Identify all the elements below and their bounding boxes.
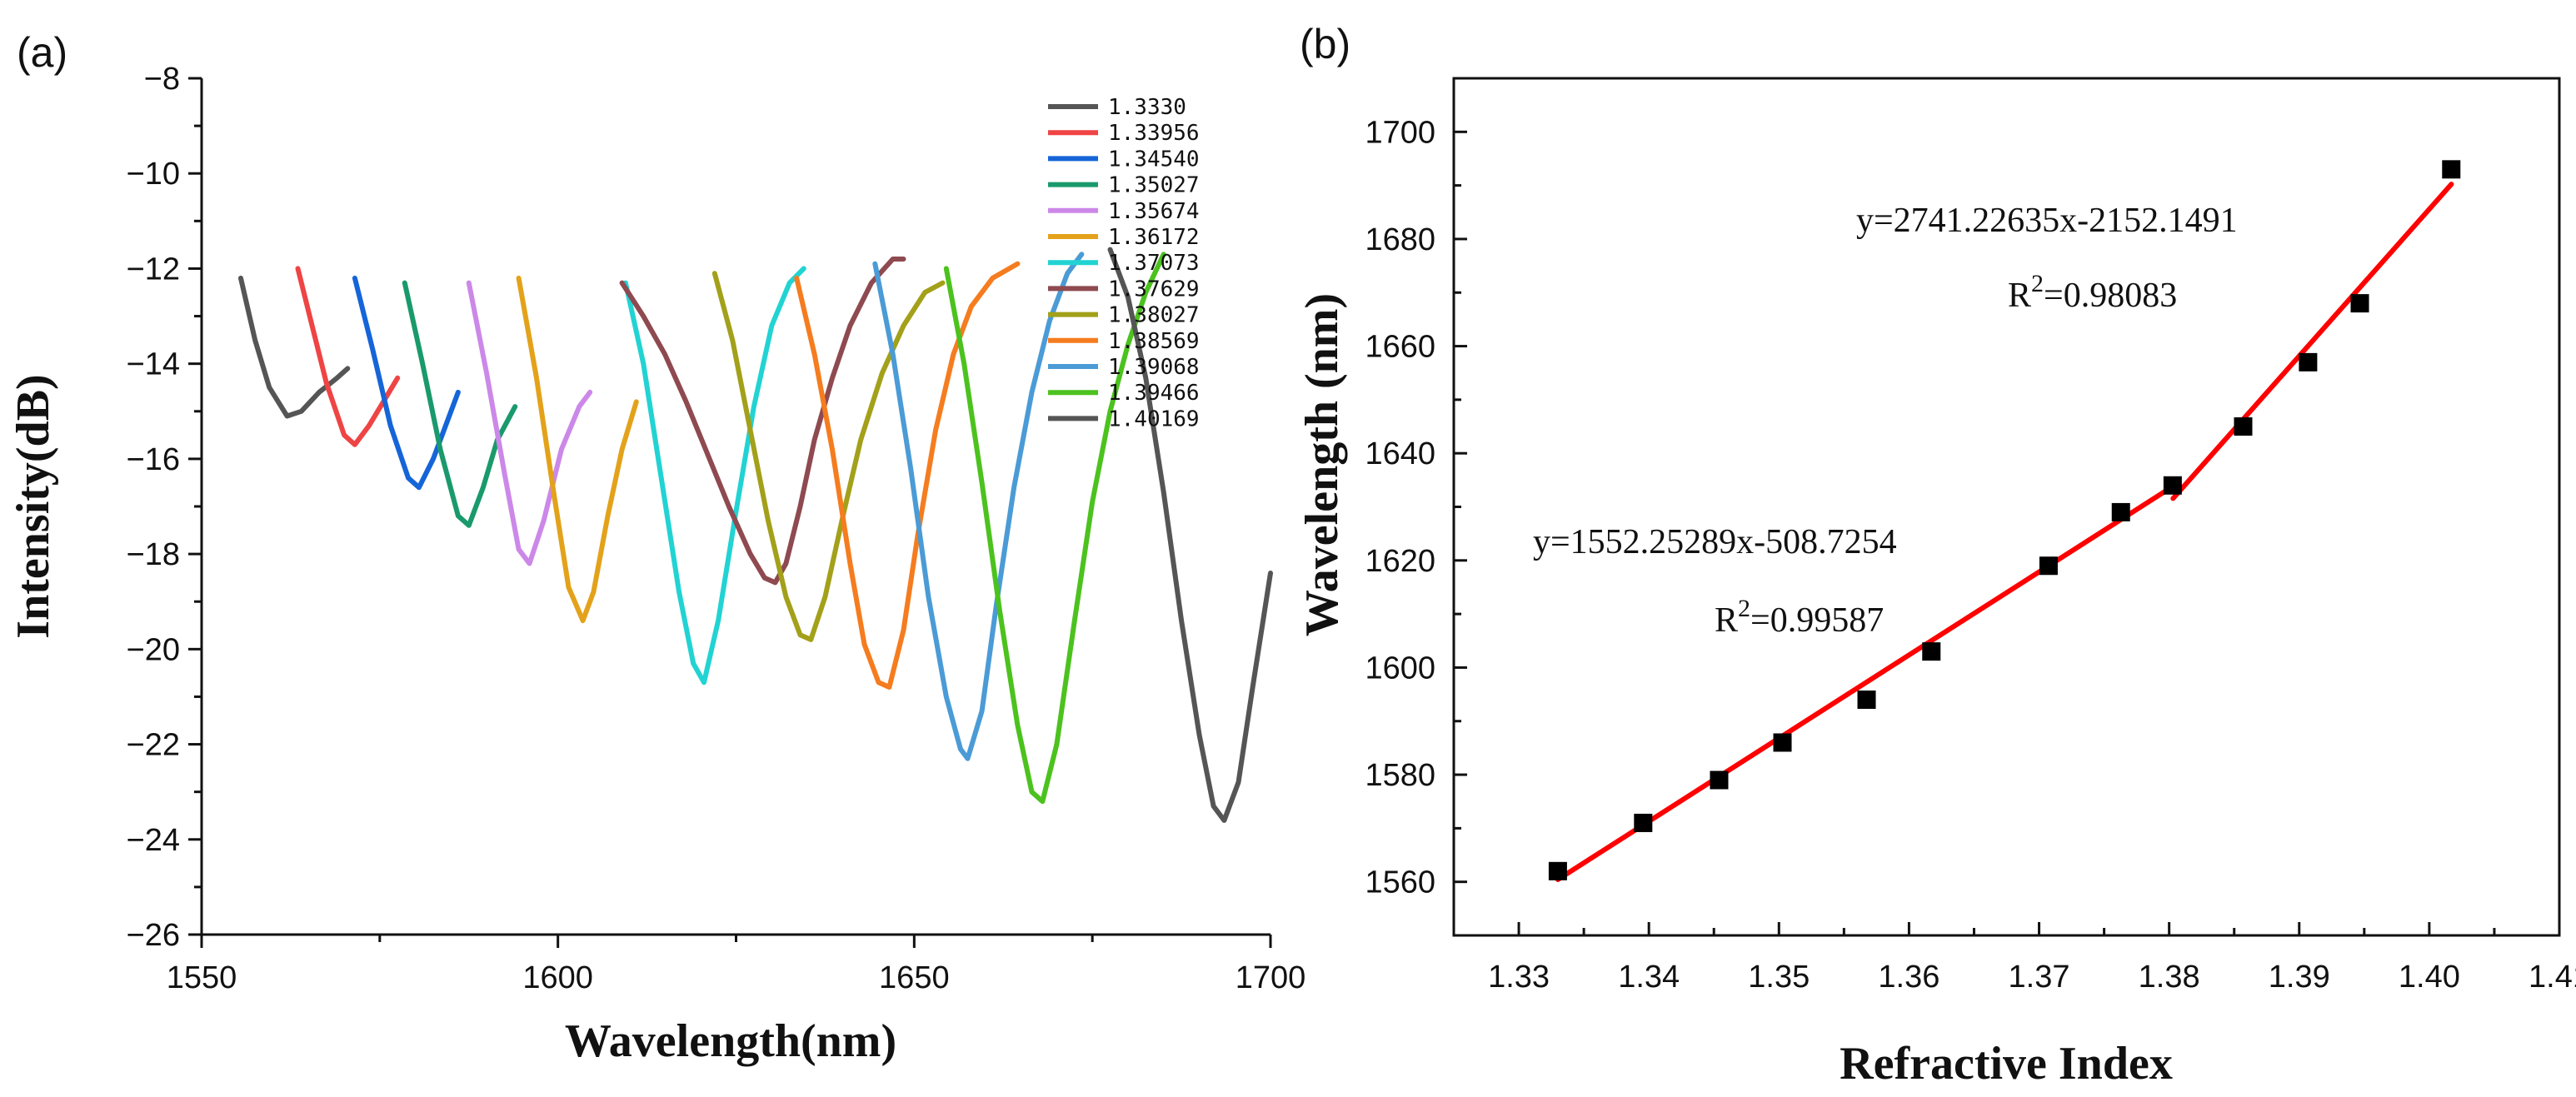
legend-label: 1.36172 [1108, 225, 1200, 250]
panel-a-series-1.37629 [619, 257, 906, 586]
panel-b-y-tick-label: 1600 [1365, 651, 1435, 686]
panel-a-label: (a) [17, 29, 67, 76]
panel-a-series-1.37073 [622, 266, 806, 686]
data-point [2163, 476, 2182, 495]
panel-a-y-tick-label: −26 [127, 918, 180, 953]
fit-line-2 [2170, 182, 2454, 501]
panel-a-y-tick-label: −22 [127, 728, 180, 763]
panel-a: (a) −26 −24 −22 −20 −18 −16 −14 −12 −10 −8 1550 16… [7, 29, 1305, 1067]
data-point [1773, 733, 1792, 752]
panel-b-x-tick-label: 1.38 [2139, 960, 2200, 995]
fit-2-r-squared: R2=0.98083 [2008, 270, 2177, 315]
panel-a-y-tick-label: −24 [127, 823, 180, 858]
legend-label: 1.37073 [1108, 251, 1200, 276]
panel-a-x-tick-label: 1650 [879, 960, 950, 995]
panel-b-x-tick-label: 1.40 [2399, 960, 2460, 995]
fit-line-1 [1555, 483, 2176, 882]
panel-a-series-1.34540 [352, 275, 461, 491]
panel-b-label: (b) [1300, 21, 1350, 67]
panel-b-data-points [1548, 160, 2461, 880]
panel-a-series-1.3330 [238, 275, 351, 419]
panel-a-series-1.38027 [711, 271, 946, 642]
panel-a-series-1.35027 [402, 280, 518, 528]
panel-b: (b) 1560 1580 1600 1620 1640 1660 1680 1700 1.3… [1296, 21, 2576, 1090]
panel-a-y-tick-label: −20 [127, 632, 180, 667]
legend-label: 1.40169 [1108, 406, 1200, 431]
panel-a-series [238, 247, 1273, 823]
legend-label: 1.34540 [1108, 147, 1200, 172]
panel-a-series-1.35674 [466, 280, 593, 566]
data-point [2111, 502, 2130, 521]
panel-a-y-tick-label: −16 [127, 442, 180, 477]
panel-a-x-tick-label: 1700 [1236, 960, 1306, 995]
panel-a-x-ticks: 1550 1600 1650 1700 [167, 935, 1306, 995]
panel-b-fit-lines [1555, 182, 2454, 882]
panel-a-y-tick-label: −8 [144, 62, 180, 97]
legend-label: 1.38027 [1108, 303, 1200, 328]
panel-a-y-tick-label: −12 [127, 252, 180, 287]
legend-label: 1.35674 [1108, 199, 1200, 224]
panel-b-y-tick-label: 1560 [1365, 865, 1435, 900]
panel-a-y-axis-title: Intensity(dB) [7, 374, 59, 638]
panel-a-series-1.39068 [872, 252, 1085, 761]
data-point [1857, 691, 1876, 710]
data-point [1922, 642, 1941, 661]
panel-a-y-tick-label: −18 [127, 537, 180, 572]
panel-b-y-tick-label: 1660 [1365, 330, 1435, 365]
panel-a-series-1.38569 [794, 261, 1021, 690]
panel-a-x-tick-label: 1550 [167, 960, 237, 995]
panel-b-y-tick-label: 1700 [1365, 115, 1435, 150]
data-point [2234, 417, 2253, 436]
panel-b-x-axis-title: Refractive Index [1840, 1038, 2173, 1090]
legend-label: 1.35027 [1108, 173, 1200, 198]
panel-b-x-tick-label: 1.34 [1618, 960, 1680, 995]
panel-a-y-ticks: −26 −24 −22 −20 −18 −16 −14 −12 −10 −8 [127, 62, 202, 953]
panel-b-x-ticks: 1.33 1.34 1.35 1.36 1.37 1.38 1.39 1.40 1.41 [1488, 922, 2576, 995]
panel-b-y-tick-label: 1640 [1365, 436, 1435, 471]
panel-a-series-1.40169 [1107, 247, 1273, 823]
panel-a-y-tick-label: −14 [127, 347, 180, 382]
panel-b-y-axis-title: Wavelength (nm) [1296, 293, 1348, 636]
panel-b-x-tick-label: 1.33 [1488, 960, 1550, 995]
panel-a-x-tick-label: 1600 [522, 960, 593, 995]
data-point [1710, 770, 1729, 790]
data-point [1634, 813, 1653, 832]
fit-1-equation: y=1552.25289x-508.7254 [1533, 523, 1897, 561]
panel-b-x-tick-label: 1.37 [2009, 960, 2070, 995]
data-point [2039, 556, 2058, 576]
data-point [1548, 861, 1567, 880]
fit-1-r-squared: R2=0.99587 [1715, 595, 1884, 640]
legend-label: 1.38569 [1108, 329, 1200, 354]
panel-a-x-axis-title: Wavelength(nm) [565, 1015, 896, 1067]
panel-b-x-tick-label: 1.41 [2529, 960, 2576, 995]
legend-label: 1.39466 [1108, 381, 1200, 406]
data-point [2299, 352, 2318, 371]
data-point [2350, 294, 2369, 313]
panel-b-x-tick-label: 1.35 [1748, 960, 1810, 995]
legend-label: 1.3330 [1108, 95, 1186, 120]
panel-b-x-tick-label: 1.36 [1878, 960, 1939, 995]
legend-label: 1.37629 [1108, 277, 1200, 302]
panel-a-y-tick-label: −10 [127, 157, 180, 192]
data-point [2442, 160, 2461, 179]
fit-2-equation: y=2741.22635x-2152.1491 [1856, 202, 2238, 240]
panel-b-y-ticks: 1560 1580 1600 1620 1640 1660 1680 1700 [1365, 115, 1467, 900]
panel-b-y-tick-label: 1680 [1365, 222, 1435, 257]
panel-b-x-tick-label: 1.39 [2269, 960, 2330, 995]
panel-a-series-1.39466 [943, 252, 1166, 805]
legend-label: 1.39068 [1108, 355, 1200, 380]
panel-a-series-1.36172 [516, 275, 639, 624]
panel-b-y-tick-label: 1620 [1365, 544, 1435, 579]
panel-a-legend: 1.33301.339561.345401.350271.356741.3617… [1048, 95, 1200, 431]
panel-a-series-1.33956 [295, 266, 401, 447]
panel-b-y-tick-label: 1580 [1365, 758, 1435, 793]
legend-label: 1.33956 [1108, 121, 1200, 146]
